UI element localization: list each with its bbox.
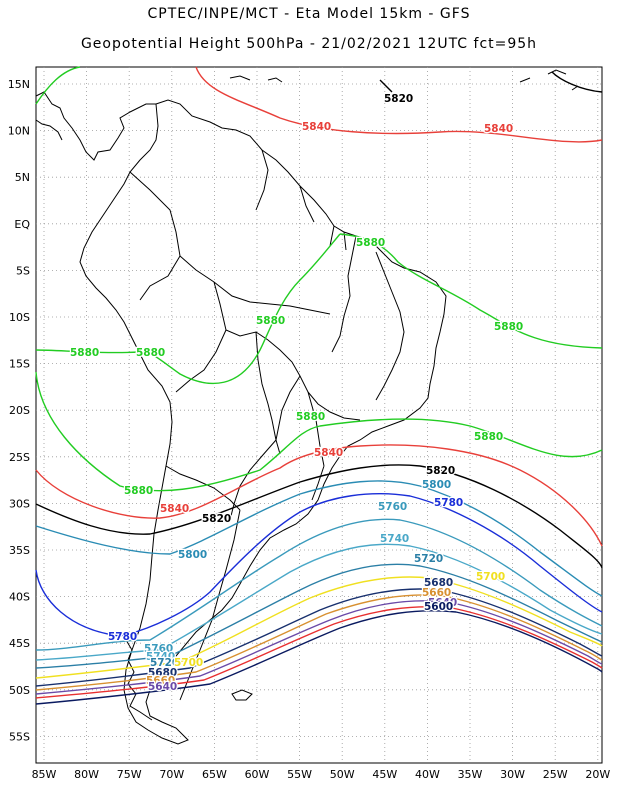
contour-label: 5760 [144, 643, 173, 655]
contour-5840-north [195, 66, 603, 143]
latitude-tick-label: 55S [9, 730, 30, 743]
latitude-tick-label: 15N [8, 78, 30, 91]
contour-5620 [35, 606, 603, 699]
contour-5660 [35, 594, 603, 691]
longitude-tick-label: 20W [585, 768, 610, 781]
contour-label: 5640 [428, 597, 457, 609]
contour-label: 5840 [314, 447, 343, 459]
longitude-tick-label: 65W [202, 768, 227, 781]
latitude-tick-label: EQ [14, 218, 30, 231]
contour-label: 5780 [108, 631, 137, 643]
contour-labels: 5820 5840 5840 5880 5880 5880 5880 5880 … [69, 92, 525, 695]
contour-label: 5880 [296, 411, 325, 423]
contour-label: 5880 [474, 431, 503, 443]
contour-label: 5700 [476, 571, 505, 583]
latitude-tick-label: 50S [9, 684, 30, 697]
latitude-tick-label: 40S [9, 591, 30, 604]
longitude-tick-label: 35W [458, 768, 483, 781]
latitude-labels: 15N 10N 5N EQ 5S 10S 15S 20S 25S 30S 35S 40S 45S 50S 5… [8, 78, 31, 743]
contour-label: 5840 [302, 121, 331, 133]
contour-label: 5760 [378, 501, 407, 513]
contour-label: 5800 [422, 479, 451, 491]
contour-5800 [35, 480, 603, 597]
contour-5780 [35, 493, 603, 637]
chilean-archipelago [125, 639, 153, 721]
contour-5820-north [379, 71, 603, 93]
longitude-tick-label: 50W [330, 768, 355, 781]
contour-label: 5820 [202, 513, 231, 525]
contour-5820-mid [35, 464, 603, 569]
contour-label: 5680 [424, 577, 453, 589]
contour-label: 5600 [424, 601, 453, 613]
latitude-tick-label: 15S [9, 358, 30, 371]
contour-5720 [35, 563, 603, 669]
longitude-tick-label: 70W [159, 768, 184, 781]
contour-label: 5880 [494, 321, 523, 333]
contour-label: 5880 [124, 485, 153, 497]
chart-title: CPTEC/INPE/MCT - Eta Model 15km - GFS [147, 6, 471, 22]
longitude-tick-label: 85W [32, 768, 57, 781]
contour-label: 5780 [434, 497, 463, 509]
contour-5880-main [35, 233, 341, 385]
contour-lines [35, 66, 603, 705]
contour-label: 5880 [136, 347, 165, 359]
latitude-tick-label: 10N [8, 125, 30, 138]
contour-5880-south [35, 371, 603, 492]
contour-label: 5680 [148, 667, 177, 679]
contour-label: 5820 [384, 93, 413, 105]
contour-label: 5660 [422, 587, 451, 599]
longitude-tick-label: 30W [500, 768, 525, 781]
central-america-coast [35, 91, 156, 161]
contour-5600 [35, 610, 603, 705]
contour-5840-mid [35, 444, 603, 547]
falkland-islands [231, 689, 253, 701]
longitude-labels: 85W 80W 75W 70W 65W 60W 55W 50W 45W 40W 35W 30W 25W 2… [32, 768, 611, 781]
caribbean-islands [229, 69, 579, 91]
contour-5760 [35, 518, 603, 651]
longitude-tick-label: 80W [74, 768, 99, 781]
latitude-tick-label: 45S [9, 637, 30, 650]
longitude-tick-label: 25W [543, 768, 568, 781]
contour-5740 [35, 543, 603, 661]
contour-label: 5640 [148, 681, 177, 693]
contour-label: 5720 [414, 553, 443, 565]
contour-label: 5880 [356, 237, 385, 249]
contour-label: 5660 [146, 675, 175, 687]
contour-label: 5740 [380, 533, 409, 545]
contour-label: 5720 [150, 657, 179, 669]
latitude-tick-label: 35S [9, 544, 30, 557]
central-america-north-coast [35, 119, 63, 141]
contour-label: 5820 [426, 465, 455, 477]
latitude-tick-label: 10S [9, 311, 30, 324]
latitude-tick-label: 5N [15, 171, 30, 184]
longitude-tick-label: 40W [415, 768, 440, 781]
contour-5680 [35, 588, 603, 687]
latitude-tick-label: 30S [9, 497, 30, 510]
contour-label: 5700 [174, 657, 203, 669]
contour-label: 5800 [178, 549, 207, 561]
latitude-tick-label: 25S [9, 451, 30, 464]
longitude-tick-label: 45W [372, 768, 397, 781]
latitude-tick-label: 20S [9, 404, 30, 417]
contour-label: 5840 [484, 123, 513, 135]
contour-5640 [35, 600, 603, 695]
contour-5880-east [339, 233, 603, 349]
longitude-tick-label: 60W [245, 768, 270, 781]
longitude-tick-label: 55W [287, 768, 312, 781]
longitude-tick-label: 75W [117, 768, 142, 781]
contour-label: 5740 [146, 651, 175, 663]
contour-label: 5840 [160, 503, 189, 515]
country-borders [129, 149, 405, 701]
contour-5880-north [35, 66, 81, 105]
latitude-tick-label: 5S [16, 264, 30, 277]
contour-label: 5880 [256, 315, 285, 327]
chart-subtitle: Geopotential Height 500hPa - 21/02/2021 … [80, 36, 538, 52]
contour-5700 [35, 576, 603, 679]
contour-label: 5880 [70, 347, 99, 359]
